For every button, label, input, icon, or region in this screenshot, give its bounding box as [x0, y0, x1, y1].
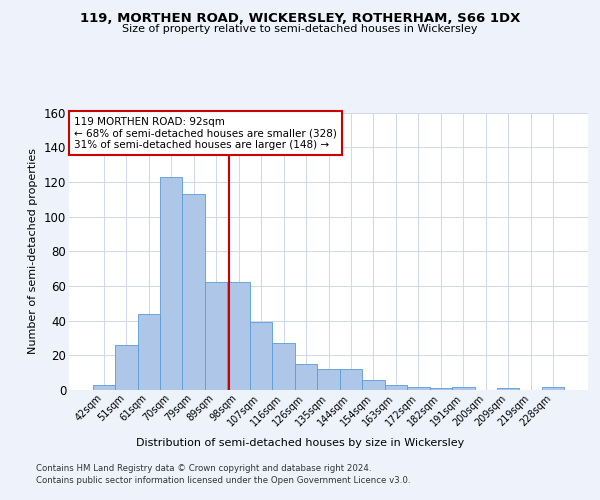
Bar — [92, 385, 115, 390]
Bar — [295, 364, 317, 390]
Bar — [407, 386, 430, 390]
Bar — [385, 385, 407, 390]
Bar — [362, 380, 385, 390]
Bar — [542, 386, 565, 390]
Text: Contains public sector information licensed under the Open Government Licence v3: Contains public sector information licen… — [36, 476, 410, 485]
Text: 119 MORTHEN ROAD: 92sqm
← 68% of semi-detached houses are smaller (328)
31% of s: 119 MORTHEN ROAD: 92sqm ← 68% of semi-de… — [74, 116, 337, 150]
Bar — [430, 388, 452, 390]
Bar — [250, 322, 272, 390]
Bar — [160, 176, 182, 390]
Y-axis label: Number of semi-detached properties: Number of semi-detached properties — [28, 148, 38, 354]
Bar — [340, 369, 362, 390]
Text: Distribution of semi-detached houses by size in Wickersley: Distribution of semi-detached houses by … — [136, 438, 464, 448]
Bar — [497, 388, 520, 390]
Bar — [272, 343, 295, 390]
Bar — [452, 386, 475, 390]
Text: Contains HM Land Registry data © Crown copyright and database right 2024.: Contains HM Land Registry data © Crown c… — [36, 464, 371, 473]
Text: 119, MORTHEN ROAD, WICKERSLEY, ROTHERHAM, S66 1DX: 119, MORTHEN ROAD, WICKERSLEY, ROTHERHAM… — [80, 12, 520, 26]
Bar — [227, 282, 250, 390]
Bar — [115, 345, 137, 390]
Bar — [182, 194, 205, 390]
Bar — [317, 369, 340, 390]
Text: Size of property relative to semi-detached houses in Wickersley: Size of property relative to semi-detach… — [122, 24, 478, 34]
Bar — [205, 282, 227, 390]
Bar — [137, 314, 160, 390]
